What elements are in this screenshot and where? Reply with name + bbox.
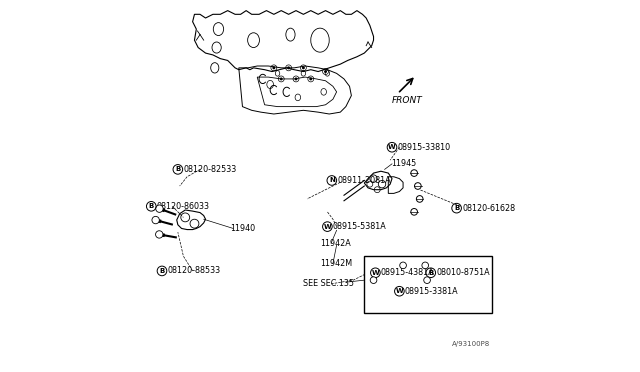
Text: 08120-86033: 08120-86033 [157, 202, 210, 211]
Text: W: W [388, 144, 396, 150]
Text: 08915-5381A: 08915-5381A [333, 222, 387, 231]
Bar [364, 256, 492, 313]
Text: 08911-2081A: 08911-2081A [337, 176, 391, 185]
Text: 11942A: 11942A [320, 239, 351, 248]
Text: 08915-3381A: 08915-3381A [405, 287, 458, 296]
Text: A/93100P8: A/93100P8 [452, 341, 490, 347]
Text: W: W [371, 270, 380, 276]
Circle shape [152, 217, 159, 224]
Text: SEE SEC.135: SEE SEC.135 [303, 279, 355, 288]
Text: 08120-61628: 08120-61628 [462, 203, 515, 213]
Text: 08915-33810: 08915-33810 [397, 143, 451, 152]
Text: B: B [454, 205, 460, 211]
Text: W: W [323, 224, 332, 230]
Text: 11940: 11940 [230, 224, 256, 233]
Circle shape [400, 262, 406, 269]
Circle shape [156, 205, 163, 212]
Circle shape [324, 70, 327, 73]
Text: 08120-88533: 08120-88533 [168, 266, 221, 275]
Text: 08120-82533: 08120-82533 [184, 165, 237, 174]
Circle shape [273, 66, 275, 69]
Circle shape [302, 66, 305, 69]
Text: 11945: 11945 [391, 158, 417, 168]
Text: B: B [175, 166, 180, 172]
Circle shape [424, 277, 430, 283]
Circle shape [411, 209, 417, 215]
Text: 11942M: 11942M [320, 259, 352, 268]
Text: 08915-4381A: 08915-4381A [381, 268, 435, 277]
Circle shape [422, 262, 429, 269]
Circle shape [415, 183, 421, 189]
Text: N: N [329, 177, 335, 183]
Circle shape [417, 196, 423, 202]
Circle shape [156, 231, 163, 238]
Text: B: B [428, 270, 433, 276]
Circle shape [287, 66, 290, 69]
Text: 08010-8751A: 08010-8751A [436, 268, 490, 277]
Text: B: B [159, 268, 164, 274]
Text: FRONT: FRONT [392, 96, 423, 105]
Text: W: W [396, 288, 403, 294]
Circle shape [411, 170, 417, 176]
Circle shape [309, 77, 312, 80]
Circle shape [370, 277, 377, 283]
Circle shape [294, 77, 298, 80]
Circle shape [280, 77, 283, 80]
Text: B: B [148, 203, 154, 209]
